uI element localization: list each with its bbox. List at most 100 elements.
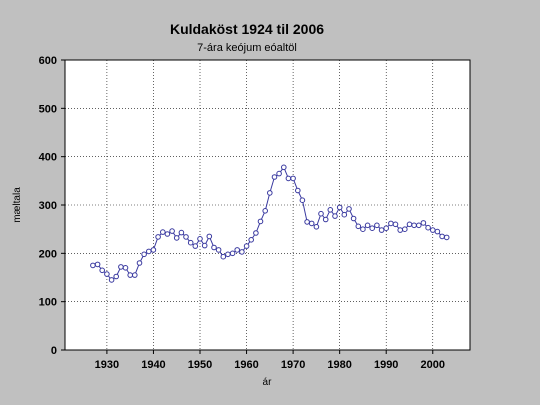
y-tick-label: 100	[39, 297, 57, 309]
data-point	[276, 170, 282, 177]
data-point	[90, 262, 96, 269]
chart-title: Kuldaköst 1924 til 2006	[170, 21, 324, 37]
data-point	[397, 227, 404, 233]
data-point	[290, 175, 296, 182]
axes: 0 100 200 300 400 500 600 1930 1940 1950 1960 1970 1…	[39, 55, 445, 371]
data-series	[90, 164, 450, 283]
data-point	[369, 225, 376, 231]
data-point	[304, 219, 310, 225]
y-axis-label: mæltala	[12, 187, 23, 223]
data-point	[136, 260, 143, 266]
data-point	[173, 235, 180, 241]
data-point	[118, 264, 124, 270]
data-point	[332, 213, 338, 219]
data-point	[281, 164, 287, 171]
data-point	[146, 248, 152, 255]
x-tick-label: 1960	[234, 359, 258, 371]
data-point	[187, 239, 194, 246]
data-point	[160, 229, 166, 235]
data-point	[360, 226, 366, 232]
data-point	[178, 229, 185, 236]
data-point	[169, 228, 175, 234]
x-tick-label: 1980	[327, 359, 351, 371]
data-point	[383, 225, 390, 231]
data-point	[234, 247, 240, 253]
data-point	[318, 210, 324, 217]
x-tick-label: 1970	[281, 359, 305, 371]
x-tick-label: 1940	[141, 359, 165, 371]
data-point	[295, 187, 301, 194]
data-point	[243, 243, 250, 249]
x-tick-label: 1950	[188, 359, 212, 371]
data-point	[132, 272, 138, 278]
data-point	[201, 242, 208, 249]
data-point	[425, 224, 431, 231]
data-point	[420, 220, 427, 226]
data-point	[197, 236, 203, 242]
data-point	[248, 237, 254, 243]
y-tick-label: 0	[51, 345, 57, 357]
data-point	[392, 221, 399, 228]
data-point	[378, 227, 385, 233]
x-tick-label: 2000	[421, 359, 445, 371]
data-point	[127, 272, 133, 278]
data-point	[411, 222, 417, 229]
data-point	[94, 261, 101, 268]
plot-area	[64, 59, 471, 351]
data-point	[211, 244, 217, 251]
data-point	[402, 226, 408, 232]
data-point	[439, 233, 445, 240]
data-point	[341, 211, 348, 218]
data-point	[285, 175, 292, 182]
data-point	[220, 253, 227, 260]
data-point	[164, 231, 171, 237]
data-point	[313, 224, 320, 230]
data-point	[215, 247, 222, 253]
data-point	[99, 267, 105, 274]
y-tick-label: 400	[39, 152, 57, 164]
data-point	[192, 243, 199, 249]
x-axis-label: ár	[263, 377, 273, 388]
data-point	[430, 227, 436, 233]
data-point	[267, 190, 273, 196]
data-point	[308, 220, 315, 227]
data-point	[322, 216, 329, 223]
data-point	[355, 223, 362, 230]
data-point	[262, 208, 269, 214]
x-tick-label: 1990	[374, 359, 398, 371]
data-point	[434, 228, 441, 235]
data-point	[225, 251, 231, 258]
data-point	[443, 234, 450, 241]
data-point	[113, 273, 119, 280]
y-tick-label: 200	[39, 248, 57, 260]
data-point	[350, 215, 357, 222]
data-point	[346, 206, 352, 212]
grid-lines	[65, 60, 470, 350]
x-tick-label: 1930	[95, 359, 119, 371]
data-point	[374, 222, 380, 229]
data-point	[104, 271, 110, 277]
data-point	[327, 207, 334, 213]
data-point	[183, 234, 189, 240]
data-point	[206, 233, 213, 240]
data-point	[336, 204, 343, 211]
data-point	[155, 234, 161, 240]
data-point	[364, 222, 371, 229]
data-point	[416, 222, 422, 229]
data-point	[141, 251, 147, 258]
y-tick-label: 500	[39, 103, 57, 115]
data-point	[122, 265, 129, 271]
data-point	[406, 221, 413, 228]
data-point	[150, 247, 157, 253]
data-point	[299, 197, 306, 203]
data-point	[229, 250, 236, 257]
data-point	[257, 218, 264, 225]
y-tick-label: 300	[39, 200, 57, 212]
y-tick-label: 600	[39, 55, 57, 67]
data-point	[271, 174, 278, 180]
chart-subtitle: 7-ára keójum eóaltöl	[197, 42, 297, 54]
data-point	[239, 249, 245, 255]
data-point	[253, 230, 259, 236]
